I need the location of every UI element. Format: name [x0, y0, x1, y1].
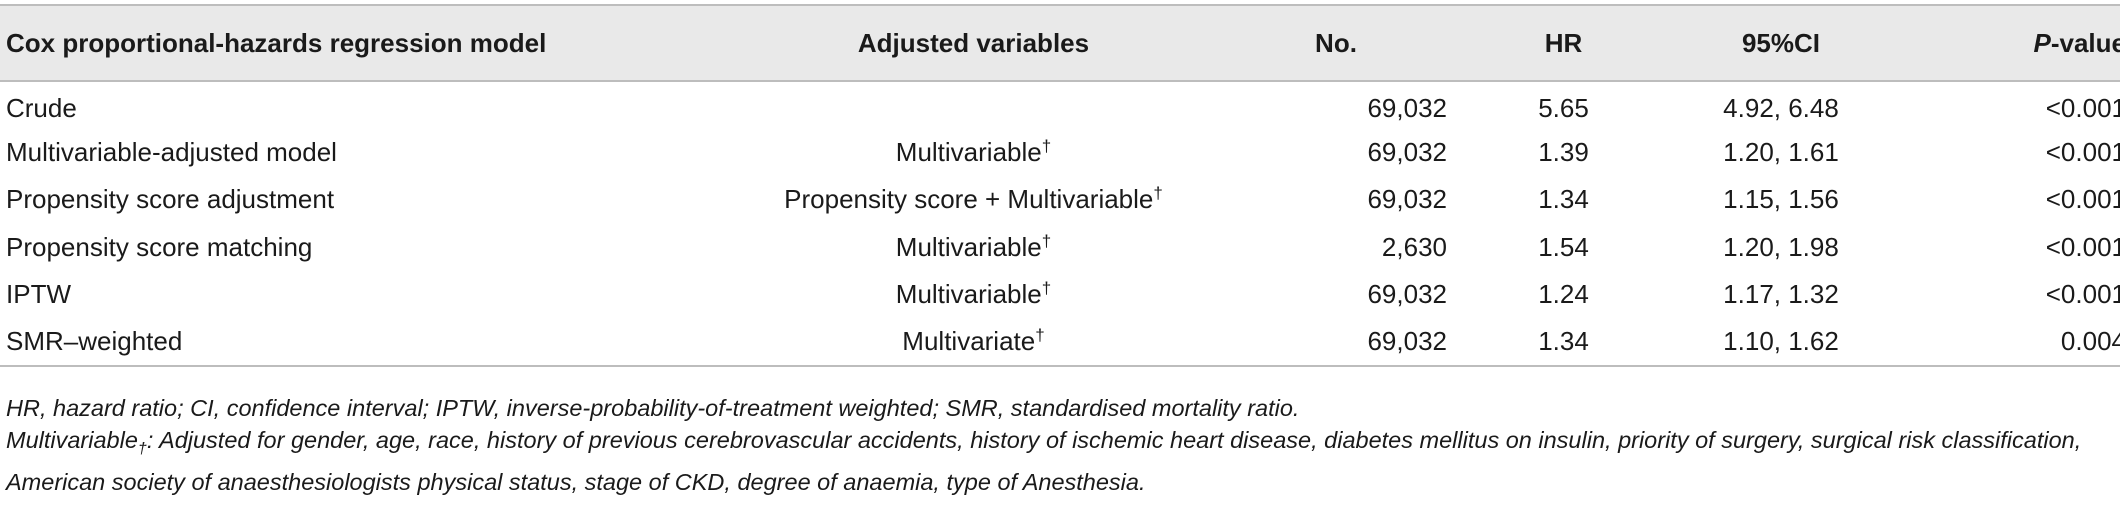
cell-adjusted [746, 81, 1201, 129]
cell-hr: 1.54 [1538, 231, 1589, 262]
header-hr: HR [1544, 27, 1583, 58]
header-model: Cox proportional-hazards regression mode… [6, 27, 547, 58]
footnote-abbreviations: HR, hazard ratio; CI, confidence interva… [6, 395, 1300, 421]
cell-model: Multivariable-adjusted model [6, 136, 337, 167]
adjusted-text: Multivariable [895, 136, 1042, 167]
table-row: Propensity score matching Multivariable†… [0, 224, 2120, 272]
cell-hr: 1.24 [1538, 279, 1589, 310]
header-p-value: P-value [1906, 5, 2120, 81]
dagger-mark: † [1041, 136, 1052, 156]
cell-adjusted: Multivariable† [746, 129, 1201, 177]
cell-number: 69,032 [1367, 326, 1447, 357]
header-row: Cox proportional-hazards regression mode… [0, 5, 2120, 81]
table-row: Crude 69,032 5.65 4.92, 6.48 <0.001 [0, 81, 2120, 129]
cell-model: Propensity score adjustment [6, 184, 335, 215]
cell-hr: 5.65 [1538, 92, 1589, 123]
cell-number: 69,032 [1367, 279, 1447, 310]
dagger-mark: † [1041, 278, 1052, 298]
header-number-label: No. [1315, 27, 1357, 58]
cell-number: 69,032 [1367, 136, 1447, 167]
results-table: Cox proportional-hazards regression mode… [0, 4, 2120, 367]
cell-hr: 1.39 [1538, 136, 1589, 167]
cell-p-value: <0.001 [2045, 279, 2120, 310]
header-ci: 95%CI [1741, 27, 1821, 58]
dagger-mark: † [1153, 183, 1163, 203]
footnote-multivariable-text: : Adjusted for gender, age, race, histor… [6, 427, 2082, 495]
table-body: Crude 69,032 5.65 4.92, 6.48 <0.001 Mult… [0, 81, 2120, 366]
footnote-dagger-mark: † [137, 440, 147, 458]
cell-number: 2,630 [1381, 231, 1447, 262]
cell-p-value: <0.001 [2045, 92, 2120, 123]
adjusted-text: Multivariable [895, 231, 1042, 262]
cell-model: SMR–weighted [6, 326, 183, 357]
cell-adjusted: Multivariable† [746, 271, 1201, 319]
cell-adjusted: Multivariable† [746, 224, 1201, 272]
table-row: Propensity score adjustment Propensity s… [0, 176, 2120, 224]
cell-ci: 1.15, 1.56 [1723, 184, 1839, 215]
footnote-multivariable-label: Multivariable [6, 427, 138, 453]
dagger-mark: † [1035, 325, 1045, 345]
cell-hr: 1.34 [1538, 326, 1589, 357]
cell-ci: 1.10, 1.62 [1723, 326, 1839, 357]
table-row: SMR–weighted Multivariate† 69,032 1.34 1… [0, 319, 2120, 367]
cell-model: Propensity score matching [6, 231, 313, 262]
cell-ci: 4.92, 6.48 [1723, 92, 1839, 123]
cell-ci: 1.20, 1.61 [1723, 136, 1839, 167]
cell-ci: 1.20, 1.98 [1723, 231, 1839, 262]
cell-p-value: <0.001 [2045, 136, 2120, 167]
header-p-rest: -value [2050, 27, 2120, 58]
cell-p-value: 0.004 [2060, 326, 2120, 357]
cell-p-value: <0.001 [2045, 231, 2120, 262]
adjusted-text: Multivariate [902, 326, 1036, 357]
cell-hr: 1.34 [1538, 184, 1589, 215]
cell-model: IPTW [6, 279, 71, 310]
cell-number: 69,032 [1367, 92, 1447, 123]
table-row: IPTW Multivariable† 69,032 1.24 1.17, 1.… [0, 271, 2120, 319]
adjusted-text: Multivariable [895, 279, 1042, 310]
table-header: Cox proportional-hazards regression mode… [0, 5, 2120, 81]
cell-number: 69,032 [1367, 184, 1447, 215]
adjusted-text: Propensity score + Multivariable [784, 184, 1154, 215]
cell-adjusted: Multivariate† [746, 319, 1201, 367]
table-footnotes: HR, hazard ratio; CI, confidence interva… [6, 392, 2116, 498]
header-adjusted-variables: Adjusted variables [857, 27, 1090, 58]
table-row: Multivariable-adjusted model Multivariab… [0, 129, 2120, 177]
cell-ci: 1.17, 1.32 [1723, 279, 1839, 310]
cell-p-value: <0.001 [2045, 184, 2120, 215]
footnote-multivariable: Multivariable†: Adjusted for gender, age… [6, 424, 2116, 498]
header-number: No. [1201, 5, 1471, 81]
cell-model: Crude [6, 92, 77, 123]
dagger-mark: † [1041, 231, 1052, 251]
cell-adjusted: Propensity score + Multivariable† [746, 176, 1201, 224]
header-p-italic: P [2033, 27, 2051, 58]
